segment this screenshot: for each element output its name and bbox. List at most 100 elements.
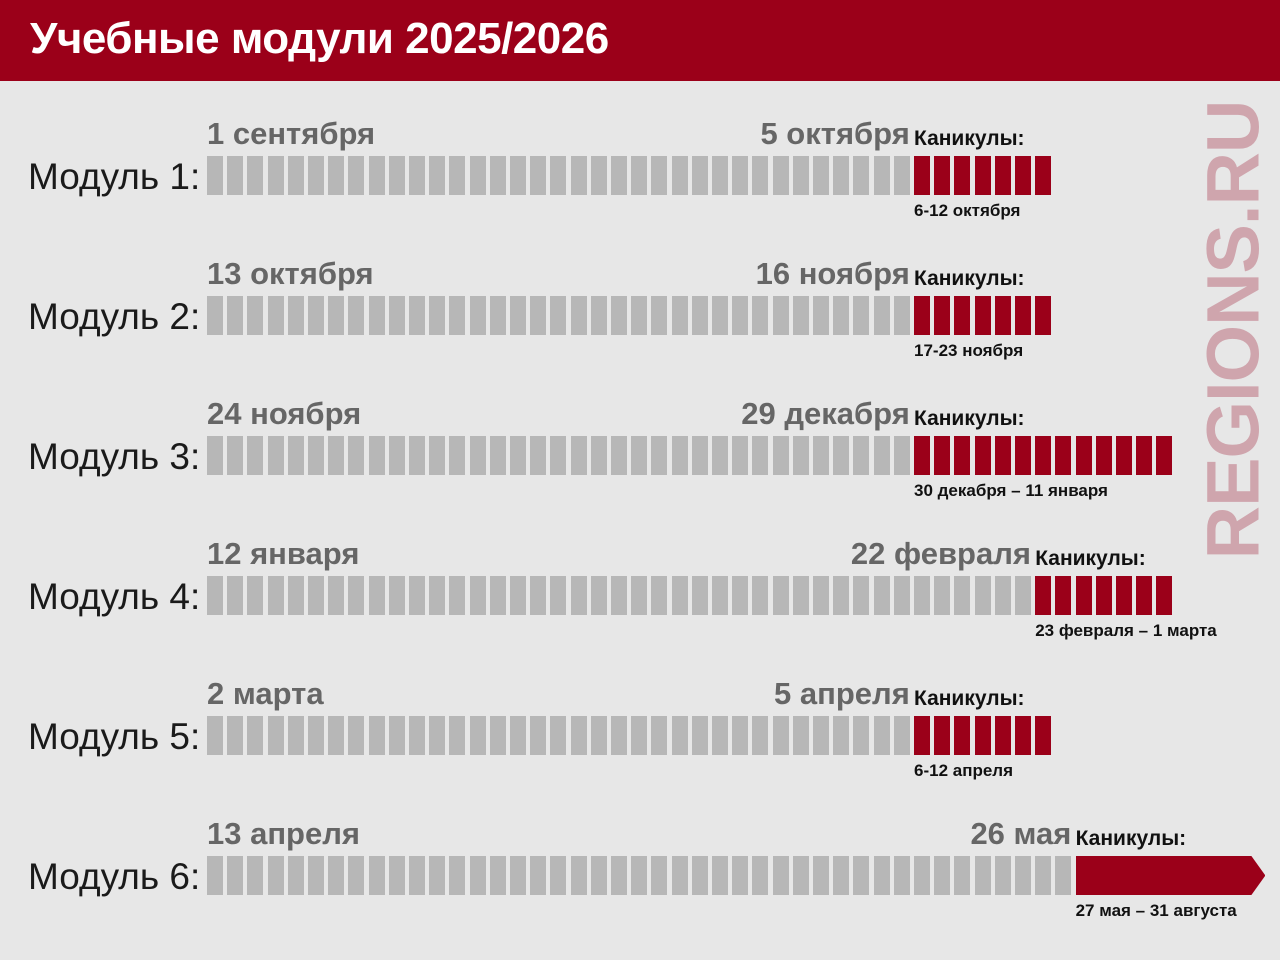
holiday-day-cell xyxy=(1075,576,1092,615)
study-day-cell xyxy=(227,436,244,475)
holiday-day-cell xyxy=(914,156,930,195)
study-day-cell xyxy=(328,436,345,475)
study-day-cell xyxy=(853,296,870,335)
study-day-cell xyxy=(631,296,648,335)
study-day-cell xyxy=(388,576,405,615)
study-day-cell xyxy=(368,156,385,195)
module-label: Модуль 2: xyxy=(28,296,201,337)
holiday-day-cell xyxy=(994,716,1011,755)
study-day-cell xyxy=(348,856,365,895)
study-day-cell xyxy=(469,296,486,335)
study-day-cell xyxy=(651,296,668,335)
study-day-cell xyxy=(227,856,244,895)
study-day-cell xyxy=(429,856,446,895)
study-day-cell xyxy=(429,436,446,475)
study-day-cell xyxy=(732,856,749,895)
study-day-cell xyxy=(348,156,365,195)
study-day-cell xyxy=(368,296,385,335)
study-day-cell xyxy=(873,856,890,895)
holiday-day-cell xyxy=(934,716,951,755)
holiday-day-cell xyxy=(954,296,971,335)
study-day-cell xyxy=(732,716,749,755)
study-day-cell xyxy=(934,856,951,895)
study-day-cell xyxy=(247,576,264,615)
study-day-cell xyxy=(833,296,850,335)
study-day-cell xyxy=(429,156,446,195)
holiday-day-cell xyxy=(934,156,951,195)
study-day-cell xyxy=(267,156,284,195)
study-day-cell xyxy=(590,576,607,615)
study-day-cell xyxy=(1015,576,1031,615)
study-day-cell xyxy=(712,436,728,475)
study-day-cell xyxy=(409,296,425,335)
study-day-cell xyxy=(308,856,324,895)
holiday-day-cell xyxy=(994,296,1011,335)
study-day-cell xyxy=(833,156,850,195)
study-day-cell xyxy=(368,436,385,475)
holiday-day-cell xyxy=(1115,576,1132,615)
study-day-cell xyxy=(833,576,850,615)
study-day-cell xyxy=(914,856,930,895)
study-day-cell xyxy=(651,856,668,895)
holiday-dates: 23 февраля – 1 марта xyxy=(1035,621,1217,640)
study-day-cell xyxy=(570,156,587,195)
holiday-day-cell xyxy=(1095,576,1112,615)
study-day-cell xyxy=(752,436,769,475)
study-day-cell xyxy=(893,156,910,195)
holiday-dates: 27 мая – 31 августа xyxy=(1075,901,1237,920)
study-day-cell xyxy=(893,576,910,615)
study-day-cell xyxy=(712,856,728,895)
holiday-day-cell xyxy=(954,156,971,195)
study-day-cell xyxy=(368,576,385,615)
study-day-cell xyxy=(207,296,223,335)
holiday-day-cell xyxy=(934,436,951,475)
study-day-cell xyxy=(247,436,264,475)
study-day-cell xyxy=(469,436,486,475)
study-day-cell xyxy=(368,856,385,895)
module-label: Модуль 1: xyxy=(28,156,201,197)
holiday-day-cell xyxy=(1116,436,1132,475)
study-day-cell xyxy=(813,296,829,335)
study-day-cell xyxy=(530,296,547,335)
holiday-day-cell xyxy=(1015,716,1031,755)
study-day-cell xyxy=(792,716,809,755)
study-day-cell xyxy=(671,716,688,755)
study-day-cell xyxy=(954,856,971,895)
module-label: Модуль 5: xyxy=(28,716,201,757)
module-start-date: 2 марта xyxy=(207,676,324,711)
holiday-title: Каникулы: xyxy=(914,687,1025,710)
study-day-cell xyxy=(1035,856,1052,895)
study-day-cell xyxy=(651,436,668,475)
summer-holiday-shape xyxy=(1075,856,1265,895)
study-day-cell xyxy=(328,716,345,755)
module-row: Модуль 1: 1 сентября 5 октября Каникулы: 6-1… xyxy=(0,100,1280,240)
study-day-cell xyxy=(388,156,405,195)
study-day-cell xyxy=(328,856,345,895)
module-row: Модуль 3: 24 ноября 29 декабря Каникулы: 30 … xyxy=(0,380,1280,520)
study-day-cell xyxy=(570,856,587,895)
study-day-cell xyxy=(308,576,324,615)
study-day-cell xyxy=(308,436,324,475)
study-day-cell xyxy=(489,156,506,195)
study-day-cell xyxy=(1015,856,1031,895)
study-day-cell xyxy=(489,576,506,615)
study-day-cell xyxy=(489,296,506,335)
holiday-day-cell xyxy=(1015,296,1031,335)
study-day-cell xyxy=(590,436,607,475)
study-day-cell xyxy=(651,716,668,755)
study-day-cell xyxy=(368,716,385,755)
study-day-cell xyxy=(449,296,466,335)
study-day-cell xyxy=(348,576,365,615)
holiday-day-cell xyxy=(1035,436,1052,475)
study-day-cell xyxy=(833,436,850,475)
study-day-cell xyxy=(388,856,405,895)
study-day-cell xyxy=(510,296,526,335)
study-day-cell xyxy=(671,296,688,335)
study-day-cell xyxy=(691,576,708,615)
study-day-cell xyxy=(550,716,567,755)
module-row: Модуль 5: 2 марта 5 апреля Каникулы: 6-12 ап… xyxy=(0,660,1280,800)
study-day-cell xyxy=(469,856,486,895)
study-day-cell xyxy=(227,156,244,195)
study-day-cell xyxy=(1055,856,1072,895)
study-day-cell xyxy=(752,716,769,755)
